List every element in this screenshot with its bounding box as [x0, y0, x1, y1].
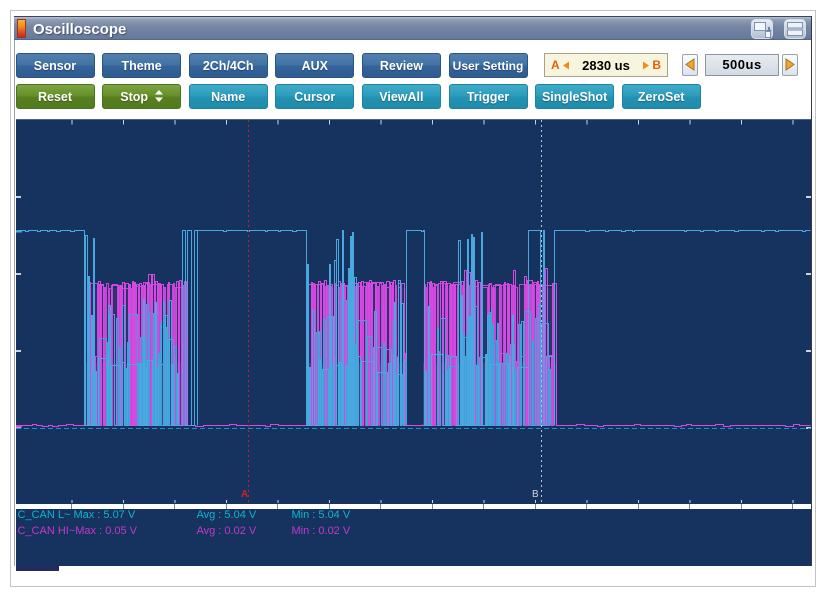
svg-text:A: A: [241, 489, 248, 500]
svg-text:B: B: [532, 489, 539, 500]
